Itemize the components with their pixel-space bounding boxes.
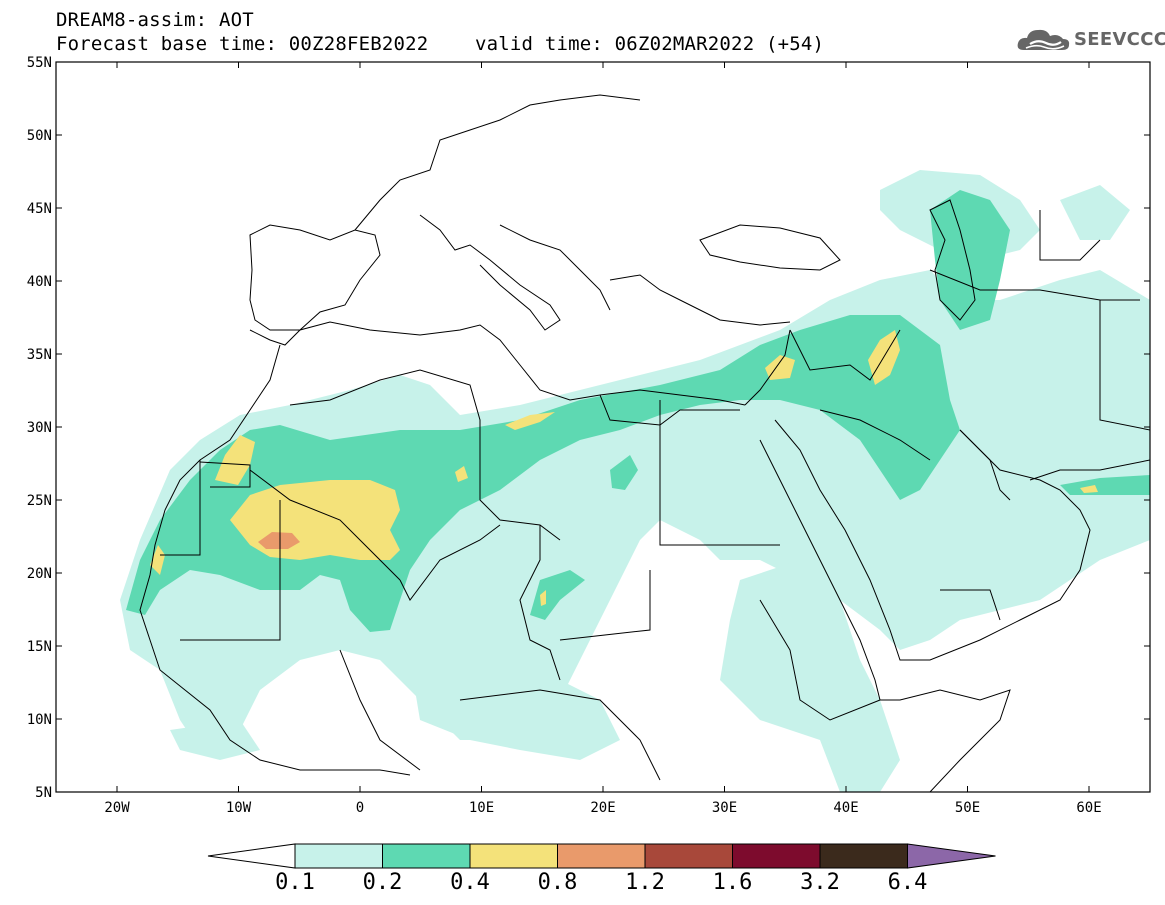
colorbar-bin [382,843,471,869]
colorbar-label: 0.2 [362,870,403,895]
colorbar-bin [732,843,821,869]
colorbar-bin [557,843,646,869]
lon-label: 40E [833,800,858,816]
lat-label: 10N [27,712,52,728]
colorbar-label: 6.4 [887,870,928,895]
lat-label: 55N [27,55,52,71]
lon-label: 20W [104,800,130,816]
lat-label: 15N [27,639,52,655]
product-title: DREAM8-assim: AOT [56,9,254,31]
lat-label: 35N [27,347,52,363]
forecast-time-title: Forecast base time: 00Z28FEB2022 valid t… [56,33,825,55]
lon-label: 50E [955,800,980,816]
colorbar-bin [469,843,558,869]
lon-label: 10W [226,800,252,816]
lat-label: 5N [35,785,52,801]
coastlines [139,94,1150,792]
latitude-axis: 55N 50N 45N 40N 35N 30N 25N 20N 15N 10N 5N [27,55,1150,801]
lat-label: 25N [27,493,52,509]
colorbar-label: 1.6 [712,870,753,895]
colorbar-bin [819,843,908,869]
colorbar-label: 0.8 [537,870,578,895]
lat-label: 20N [27,566,52,582]
colorbar-max-arrow [907,843,996,869]
lon-label: 0 [356,800,364,816]
longitude-axis: 20W 10W 0 10E 20E 30E 40E 50E 60E [104,62,1102,816]
aot-contour-0-8 [258,532,300,549]
lat-label: 50N [27,128,52,144]
lat-label: 40N [27,274,52,290]
lon-label: 20E [590,800,615,816]
lon-label: 60E [1076,800,1101,816]
colorbar-bin [294,843,383,869]
colorbar-bin [644,843,733,869]
lat-label: 45N [27,201,52,217]
lat-label: 30N [27,420,52,436]
colorbar-label: 0.1 [275,870,315,895]
cloud-icon [1017,29,1070,50]
colorbar-label: 3.2 [800,870,840,895]
lon-label: 10E [469,800,494,816]
lon-label: 30E [712,800,737,816]
seevccc-logo: SEEVCCC [1016,24,1165,56]
aot-field [120,170,1150,792]
aot-colorbar [207,843,996,869]
colorbar-label: 1.2 [625,870,665,895]
colorbar-min-arrow [207,843,296,869]
colorbar-label: 0.4 [450,870,490,895]
logo-text: SEEVCCC [1074,29,1165,50]
